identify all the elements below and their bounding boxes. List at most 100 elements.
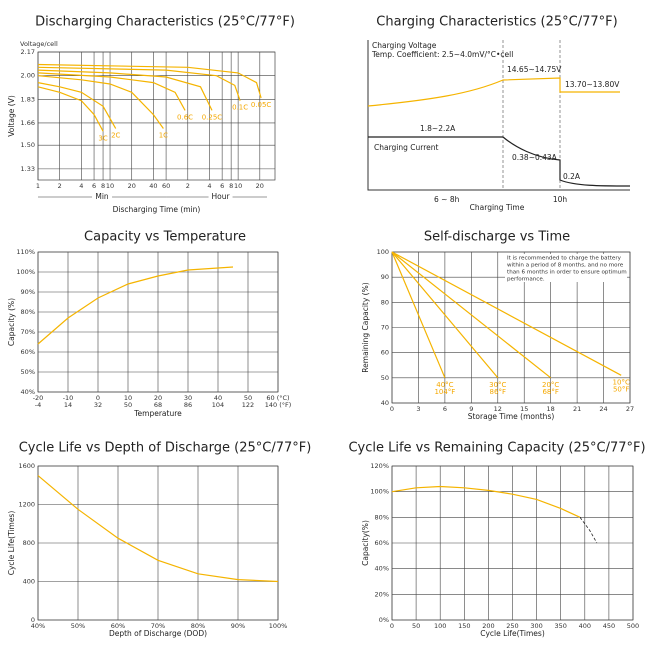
y-tick-label: 800 <box>23 539 35 547</box>
series-label: 1C <box>159 132 168 140</box>
y-axis-title: Remaining Capacity (%) <box>361 282 370 372</box>
y-tick-label: 20% <box>375 590 389 598</box>
x-tick-label: 0 <box>96 394 100 402</box>
y-tick-label: 70 <box>381 324 389 332</box>
x-tick-label: 2 <box>186 182 190 190</box>
x-tick-label: 21 <box>573 405 581 413</box>
y-tick-label: 120% <box>370 462 389 470</box>
y-tick-label: 80% <box>375 513 389 521</box>
y-tick-label: 80% <box>21 308 35 316</box>
series-line <box>391 251 499 379</box>
y-tick-label: 0 <box>31 616 35 624</box>
x-tick-label: 20 <box>256 182 264 190</box>
y-tick-label: 90 <box>381 273 389 281</box>
annotation: 13.70~13.80V <box>565 80 620 89</box>
hour-bg <box>208 193 233 201</box>
x-axis-title: Charging Time <box>470 203 525 212</box>
min-label: Min <box>95 192 109 201</box>
x-tick-label: 250 <box>506 622 518 630</box>
x-tick-label: 200 <box>482 622 494 630</box>
x2-tick-label: 14 <box>64 401 72 409</box>
series-label: 20°C <box>542 381 559 389</box>
y-tick-label: 100 <box>377 248 389 256</box>
x-tick-label: 0 <box>390 622 394 630</box>
note-bg <box>505 254 627 261</box>
x-tick-label: 80% <box>191 622 205 630</box>
series-line <box>391 251 622 376</box>
x-tick-label: 10 <box>234 182 242 190</box>
series-line <box>37 266 234 345</box>
voltage-curve <box>367 77 620 107</box>
note-bg <box>505 261 627 268</box>
y-tick-label: 100% <box>16 268 35 276</box>
hour-label: Hour <box>212 192 231 201</box>
x-tick-label: 3 <box>416 405 420 413</box>
annotation: Temp. Coefficient: 2.5~4.0mV/°C•cell <box>371 50 513 59</box>
corner-label: Voltage/cell <box>20 40 58 48</box>
annotation: 1.8~2.2A <box>420 124 456 133</box>
series-line <box>37 69 213 111</box>
series-line <box>391 251 552 379</box>
x-tick-label: 4 <box>207 182 211 190</box>
x-tick-label: 10 <box>124 394 132 402</box>
series-sublabel: 50°F <box>613 385 629 393</box>
series-sublabel: 68°F <box>542 388 558 396</box>
x-tick-label: 8 <box>229 182 233 190</box>
y-axis-title: Voltage (V) <box>7 95 16 137</box>
y-tick-label: 1200 <box>18 501 35 509</box>
x-tick-label: 20 <box>128 182 136 190</box>
chart-title: Capacity vs Temperature <box>84 230 246 245</box>
x-tick-label: 15 <box>520 405 528 413</box>
series-line <box>37 75 164 129</box>
annotation: 10h <box>553 195 568 204</box>
x-tick-label: 100% <box>269 622 288 630</box>
y-tick-label: 60% <box>375 539 389 547</box>
x-tick-label: 4 <box>79 182 83 190</box>
y-axis-title: Capacity(%) <box>361 520 370 566</box>
x-tick-label: 450 <box>603 622 615 630</box>
series-line <box>37 66 241 101</box>
y-tick-label: 90% <box>21 288 35 296</box>
y-tick-label: 40% <box>21 388 35 396</box>
x-tick-label: 40 <box>214 394 222 402</box>
x2-tick-label: 104 <box>212 401 224 409</box>
y-tick-label: 50 <box>381 374 389 382</box>
y-tick-label: 0% <box>379 616 389 624</box>
x-tick-label: 10 <box>106 182 114 190</box>
x-tick-label: 400 <box>579 622 591 630</box>
x-tick-label: 8 <box>101 182 105 190</box>
y-axis-title: Cycle Life(Times) <box>7 511 16 576</box>
x-tick-label: 30 <box>184 394 192 402</box>
series-label: 0.1C <box>232 104 248 112</box>
series-sublabel: 104°F <box>434 388 455 396</box>
series-line <box>37 475 279 583</box>
y-tick-label: 40 <box>381 399 389 407</box>
annotation: 6 ~ 8h <box>434 195 460 204</box>
x-axis-title: Storage Time (months) <box>468 412 555 421</box>
y-tick-label: 110% <box>16 248 35 256</box>
x2-tick-label: -4 <box>35 401 41 409</box>
chart-title: Cycle Life vs Depth of Discharge (25°C/7… <box>19 441 312 456</box>
x-tick-label: 6 <box>443 405 447 413</box>
x-tick-label: 90% <box>231 622 245 630</box>
x2-tick-label: 122 <box>242 401 254 409</box>
series-label: 0.05C <box>251 101 272 109</box>
y-tick-label: 2.00 <box>21 72 35 80</box>
chart-title: Cycle Life vs Remaining Capacity (25°C/7… <box>348 441 645 456</box>
x-tick-label: 100 <box>434 622 446 630</box>
series-label: 2C <box>111 132 120 140</box>
y-tick-label: 1600 <box>18 462 35 470</box>
y-tick-label: 60% <box>21 348 35 356</box>
x-tick-label: 150 <box>458 622 470 630</box>
x-tick-label: 18 <box>547 405 555 413</box>
y-tick-label: 80 <box>381 298 389 306</box>
x-tick-label: 60 <box>162 182 170 190</box>
series-label: 10°C <box>613 378 630 386</box>
note-bg <box>505 275 627 282</box>
x-tick-label: 2 <box>58 182 62 190</box>
y-tick-label: 1.66 <box>21 119 35 127</box>
x-tick-label: 500 <box>627 622 639 630</box>
x-tick-label: 24 <box>599 405 607 413</box>
x-axis-title: Temperature <box>133 409 182 418</box>
